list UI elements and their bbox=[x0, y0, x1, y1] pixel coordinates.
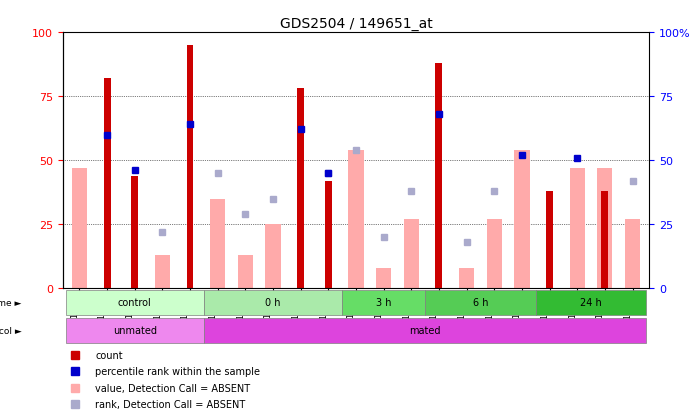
FancyBboxPatch shape bbox=[66, 318, 204, 343]
FancyBboxPatch shape bbox=[204, 318, 646, 343]
Bar bbox=[459, 268, 474, 289]
Bar bbox=[186, 46, 193, 289]
Bar bbox=[597, 169, 613, 289]
Bar bbox=[570, 169, 585, 289]
Bar bbox=[376, 268, 392, 289]
Text: value, Detection Call = ABSENT: value, Detection Call = ABSENT bbox=[95, 383, 250, 393]
Text: count: count bbox=[95, 350, 123, 360]
Bar bbox=[210, 199, 225, 289]
FancyBboxPatch shape bbox=[204, 290, 342, 315]
Text: 24 h: 24 h bbox=[580, 297, 602, 308]
Bar bbox=[348, 151, 364, 289]
Bar bbox=[546, 192, 553, 289]
Bar bbox=[238, 255, 253, 289]
Bar bbox=[265, 225, 281, 289]
Text: 6 h: 6 h bbox=[473, 297, 488, 308]
Text: 0 h: 0 h bbox=[265, 297, 281, 308]
Text: protocol ►: protocol ► bbox=[0, 326, 22, 335]
Text: control: control bbox=[118, 297, 151, 308]
Bar bbox=[514, 151, 530, 289]
Text: mated: mated bbox=[409, 325, 441, 335]
Bar bbox=[487, 220, 502, 289]
FancyBboxPatch shape bbox=[425, 290, 536, 315]
Text: time ►: time ► bbox=[0, 298, 22, 307]
Bar bbox=[155, 255, 170, 289]
FancyBboxPatch shape bbox=[66, 290, 204, 315]
Text: percentile rank within the sample: percentile rank within the sample bbox=[95, 366, 260, 377]
Bar bbox=[131, 176, 138, 289]
Bar bbox=[625, 220, 640, 289]
Bar bbox=[403, 220, 419, 289]
FancyBboxPatch shape bbox=[536, 290, 646, 315]
Bar bbox=[436, 64, 443, 289]
Bar bbox=[103, 79, 110, 289]
Bar bbox=[602, 192, 609, 289]
Bar bbox=[297, 89, 304, 289]
Text: unmated: unmated bbox=[113, 325, 157, 335]
FancyBboxPatch shape bbox=[342, 290, 425, 315]
Text: rank, Detection Call = ABSENT: rank, Detection Call = ABSENT bbox=[95, 399, 245, 408]
Bar bbox=[72, 169, 87, 289]
Text: 3 h: 3 h bbox=[376, 297, 392, 308]
Title: GDS2504 / 149651_at: GDS2504 / 149651_at bbox=[280, 17, 432, 31]
Bar bbox=[325, 181, 332, 289]
